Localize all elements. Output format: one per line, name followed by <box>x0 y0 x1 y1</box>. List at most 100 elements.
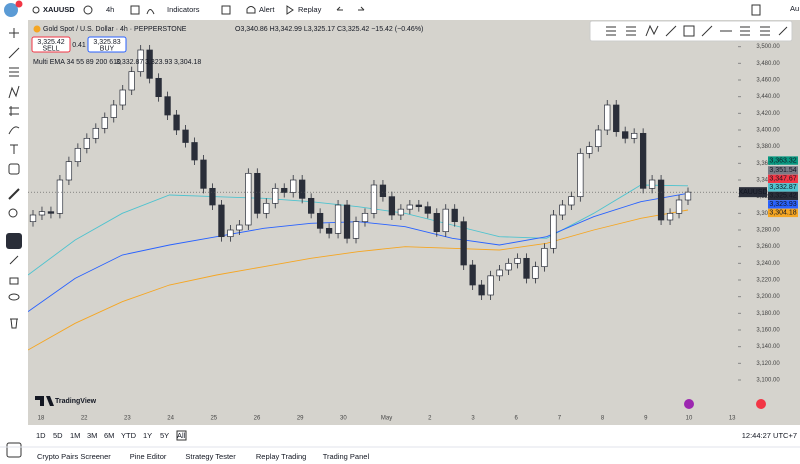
trend-line-tool[interactable] <box>8 47 20 59</box>
candle-body <box>254 172 261 214</box>
interval[interactable]: 4h <box>106 5 114 14</box>
corner-label[interactable]: Au <box>790 4 799 13</box>
toolbar-icon[interactable] <box>778 26 788 36</box>
bottom-tab[interactable]: Trading Panel <box>323 452 370 461</box>
range-button[interactable]: 1D <box>36 431 46 440</box>
candle-body <box>442 208 449 233</box>
buy-button[interactable] <box>87 36 127 53</box>
alert-icon[interactable] <box>246 6 256 14</box>
range-button[interactable]: 6M <box>104 431 114 440</box>
bottom-tab[interactable]: Crypto Pairs Screener <box>37 452 111 461</box>
bottom-tab[interactable]: Strategy Tester <box>185 452 236 461</box>
hide-tool[interactable] <box>8 293 20 301</box>
object-tree[interactable] <box>6 442 22 458</box>
toolbar-icon[interactable] <box>626 26 636 36</box>
toolbar-icon[interactable] <box>760 26 770 36</box>
candle-body <box>65 161 73 181</box>
toolbar-icon[interactable] <box>665 25 677 37</box>
candle-body <box>263 202 270 214</box>
redo-icon[interactable] <box>358 6 365 11</box>
candle-body <box>272 187 279 204</box>
range-button[interactable]: All <box>177 431 186 440</box>
y-tick-label: 3,220.00 <box>756 278 780 284</box>
candle-body <box>379 184 387 198</box>
candle-body <box>56 179 64 214</box>
candle-body <box>146 49 153 79</box>
zoom-tool[interactable] <box>8 208 18 218</box>
price-tag <box>768 191 798 201</box>
candle-body <box>631 132 638 139</box>
price-tag-label: 3,323.93 <box>769 201 796 208</box>
toolbar-icon[interactable] <box>683 25 695 37</box>
candle-body <box>514 257 521 264</box>
flag-icon[interactable] <box>756 399 766 409</box>
x-tick-label: 18 <box>38 416 45 422</box>
alert-button[interactable]: Alert <box>259 5 275 14</box>
drawing-tools <box>6 28 22 458</box>
replay-button[interactable]: Replay <box>298 5 322 14</box>
layout-icon[interactable] <box>751 4 761 16</box>
text-tool[interactable] <box>10 144 18 154</box>
toolbar-icon[interactable] <box>740 26 750 36</box>
symbol[interactable]: XAUUSD <box>43 5 75 14</box>
candle-body <box>469 264 476 286</box>
range-button[interactable]: YTD <box>121 431 137 440</box>
sell-button[interactable] <box>31 36 71 53</box>
range-button[interactable]: 1Y <box>143 431 152 440</box>
delete-tool[interactable] <box>10 318 18 329</box>
crosshair-tool[interactable] <box>9 28 19 38</box>
replay-icon[interactable] <box>286 5 294 15</box>
y-tick-label: 3,280.00 <box>756 228 780 234</box>
brush-tool[interactable] <box>8 126 20 135</box>
x-tick-label: 30 <box>340 416 347 422</box>
y-tick-label: 3,100.00 <box>756 378 780 384</box>
price-tag <box>768 208 798 218</box>
candle-body <box>200 159 207 189</box>
magnet-tool[interactable] <box>6 233 22 249</box>
candle-body <box>550 214 557 249</box>
candle-body <box>496 269 503 277</box>
candle-body <box>164 96 171 116</box>
range-button[interactable]: 3M <box>87 431 97 440</box>
y-tick-label: 3,240.00 <box>756 261 780 267</box>
y-tick-label: 3,260.00 <box>756 244 780 250</box>
toolbar-icon[interactable] <box>606 26 616 36</box>
indicators-button[interactable]: Indicators <box>167 5 200 14</box>
range-button[interactable]: 5Y <box>160 431 169 440</box>
icon-tool[interactable] <box>8 163 20 175</box>
date-range-icon[interactable] <box>176 430 187 441</box>
toolbar-icon[interactable] <box>645 24 659 37</box>
candle-body <box>352 221 360 239</box>
undo-icon[interactable] <box>336 6 343 11</box>
bottom-tab[interactable]: Replay Trading <box>256 452 306 461</box>
candle-body <box>191 142 198 161</box>
lock-tool[interactable] <box>9 277 19 285</box>
search-icon[interactable] <box>32 6 40 14</box>
pattern-tool[interactable] <box>8 85 20 99</box>
stay-drawing-tool[interactable] <box>9 255 19 265</box>
x-tick-label: May <box>381 416 392 422</box>
projection-tool[interactable] <box>9 106 19 116</box>
candle-body <box>101 117 108 129</box>
candle-body <box>595 129 602 148</box>
symbol-icon <box>33 25 41 33</box>
chart-layer: 3,100.00 3,120.00 3,140.00 3,160.00 3,180.00… <box>27 44 798 422</box>
bottom-tab[interactable]: Pine Editor <box>130 452 167 461</box>
fib-tool[interactable] <box>9 67 19 77</box>
event-marker[interactable] <box>684 399 694 409</box>
toolbar-icon[interactable] <box>701 25 713 37</box>
indicators-icon[interactable] <box>146 9 155 15</box>
templates-icon[interactable] <box>221 5 231 15</box>
avatar[interactable] <box>4 3 18 17</box>
candle-body <box>110 104 117 118</box>
add-symbol-icon[interactable] <box>83 5 93 15</box>
range-button[interactable]: 5D <box>53 431 63 440</box>
range-button[interactable]: 1M <box>70 431 80 440</box>
ruler-tool[interactable] <box>8 188 20 200</box>
drawing-toolbar-icons <box>606 24 788 37</box>
x-tick-label: 2 <box>428 416 432 422</box>
candle-body <box>182 129 189 143</box>
candle-body <box>397 208 405 216</box>
chart-type-icon[interactable] <box>130 5 140 15</box>
